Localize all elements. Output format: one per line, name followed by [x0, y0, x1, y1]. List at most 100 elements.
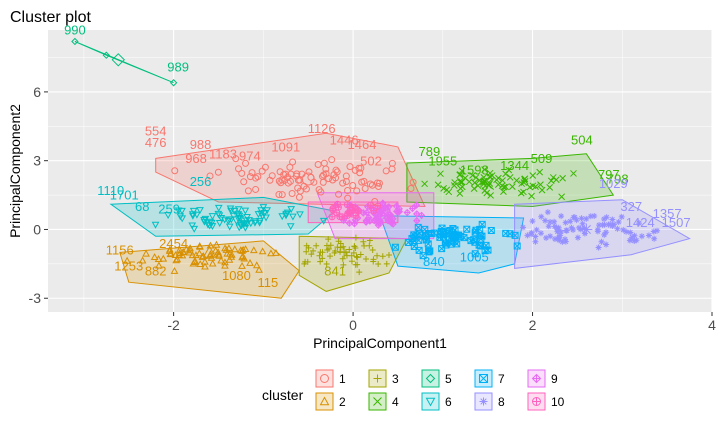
cluster-7-point	[467, 237, 475, 245]
cluster-7-point	[391, 243, 399, 251]
cluster-2-point	[170, 266, 179, 274]
cluster-6-point	[208, 213, 217, 221]
cluster-3-point	[366, 237, 373, 244]
point-label: 1357	[653, 206, 682, 221]
cluster-6-point	[263, 207, 272, 215]
cluster-2-point	[206, 250, 215, 258]
cluster-2-point	[215, 250, 223, 258]
point-label: 554	[145, 123, 167, 138]
cluster-8-point	[626, 237, 633, 244]
point-label: 1080	[222, 268, 251, 283]
cluster-7-point	[426, 247, 434, 255]
legend-key-symbol	[320, 374, 329, 383]
cluster-2-point	[249, 246, 258, 254]
cluster-9-point	[412, 201, 421, 209]
cluster-10-point	[374, 202, 382, 210]
cluster-4-center	[481, 177, 495, 190]
cluster-3-point	[353, 253, 360, 260]
cluster-3-point	[316, 252, 323, 259]
cluster-8-point	[645, 232, 652, 239]
cluster-8-point	[573, 217, 580, 224]
cluster-6-point	[200, 217, 208, 224]
cluster-2-point	[252, 261, 261, 269]
cluster-3-point	[361, 242, 368, 249]
cluster-2-point	[217, 256, 225, 264]
cluster-6-point	[204, 221, 212, 229]
cluster-4-point	[570, 170, 577, 177]
cluster-2-point	[267, 249, 275, 257]
cluster-7-point	[460, 234, 468, 242]
cluster-8-point	[554, 228, 561, 235]
point-label: 68	[135, 199, 149, 214]
cluster-4-point	[559, 174, 567, 182]
point-label: 1955	[428, 153, 457, 168]
cluster-2-point	[182, 245, 191, 253]
cluster-4-point	[461, 174, 469, 182]
legend-key-symbol	[425, 397, 436, 407]
cluster-6-point	[282, 210, 290, 218]
cluster-8-point	[614, 225, 621, 232]
cluster-6-point	[206, 218, 215, 226]
cluster-1-point	[371, 197, 379, 205]
cluster-8-point	[547, 233, 554, 240]
cluster-4-point	[494, 181, 502, 188]
cluster-9-point	[393, 208, 402, 216]
cluster-4-point	[500, 183, 508, 191]
cluster-6-point	[283, 209, 292, 217]
cluster-7-points	[391, 220, 521, 260]
cluster-8-point	[563, 227, 570, 234]
cluster-points	[71, 37, 661, 276]
cluster-4-point	[517, 189, 525, 197]
cluster-3-point	[360, 238, 367, 245]
cluster-4-point	[434, 181, 442, 189]
cluster-8-point	[629, 234, 636, 241]
cluster-8-point	[520, 224, 527, 231]
cluster-1-point	[407, 185, 415, 193]
cluster-10-point	[348, 206, 356, 214]
legend-label: 8	[498, 395, 505, 409]
cluster-4-point	[458, 167, 466, 175]
cluster-4-point	[532, 183, 539, 190]
cluster-4-point	[508, 183, 516, 190]
cluster-2-point	[142, 249, 150, 257]
cluster-8-point	[594, 228, 601, 235]
cluster-9-point	[417, 211, 426, 220]
cluster-1-point	[286, 177, 294, 185]
cluster-3-point	[323, 260, 330, 267]
cluster-4-point	[458, 183, 466, 191]
cluster-2-point	[211, 246, 220, 254]
cluster-1-point	[244, 187, 252, 195]
cluster-8-point	[603, 241, 610, 248]
cluster-6-point	[262, 214, 270, 222]
cluster-4-point	[437, 170, 444, 178]
cluster-2-point	[186, 244, 194, 252]
cluster-2-point	[166, 249, 175, 257]
cluster-4-point	[445, 188, 453, 196]
cluster-4-point	[521, 177, 529, 185]
x-tick-label: 2	[529, 317, 537, 333]
cluster-3-point	[308, 251, 315, 258]
cluster-8-point	[578, 215, 585, 222]
cluster-8-point	[532, 238, 539, 245]
cluster-1-point	[346, 163, 354, 171]
cluster-9-point	[389, 220, 397, 228]
point-label: 798	[607, 172, 629, 187]
cluster-1-point	[275, 191, 283, 199]
cluster-2-center	[202, 245, 217, 258]
cluster-10-point	[352, 212, 360, 220]
point-label: 1253	[114, 259, 143, 274]
point-label: 1091	[271, 140, 300, 155]
cluster-9-point	[384, 217, 392, 225]
cluster-10-point	[328, 213, 336, 221]
cluster-1-point	[289, 158, 297, 166]
cluster-6-point	[196, 207, 204, 215]
cluster-8-point	[551, 218, 558, 225]
cluster-4-point	[469, 172, 476, 179]
cluster-6-point	[214, 204, 223, 212]
legend-key	[315, 369, 334, 388]
cluster-1-point	[266, 176, 274, 184]
cluster-7-point	[487, 227, 495, 235]
cluster-7-point	[502, 229, 510, 237]
cluster-1-point	[305, 168, 313, 176]
legend-item-3: 3	[368, 369, 399, 388]
